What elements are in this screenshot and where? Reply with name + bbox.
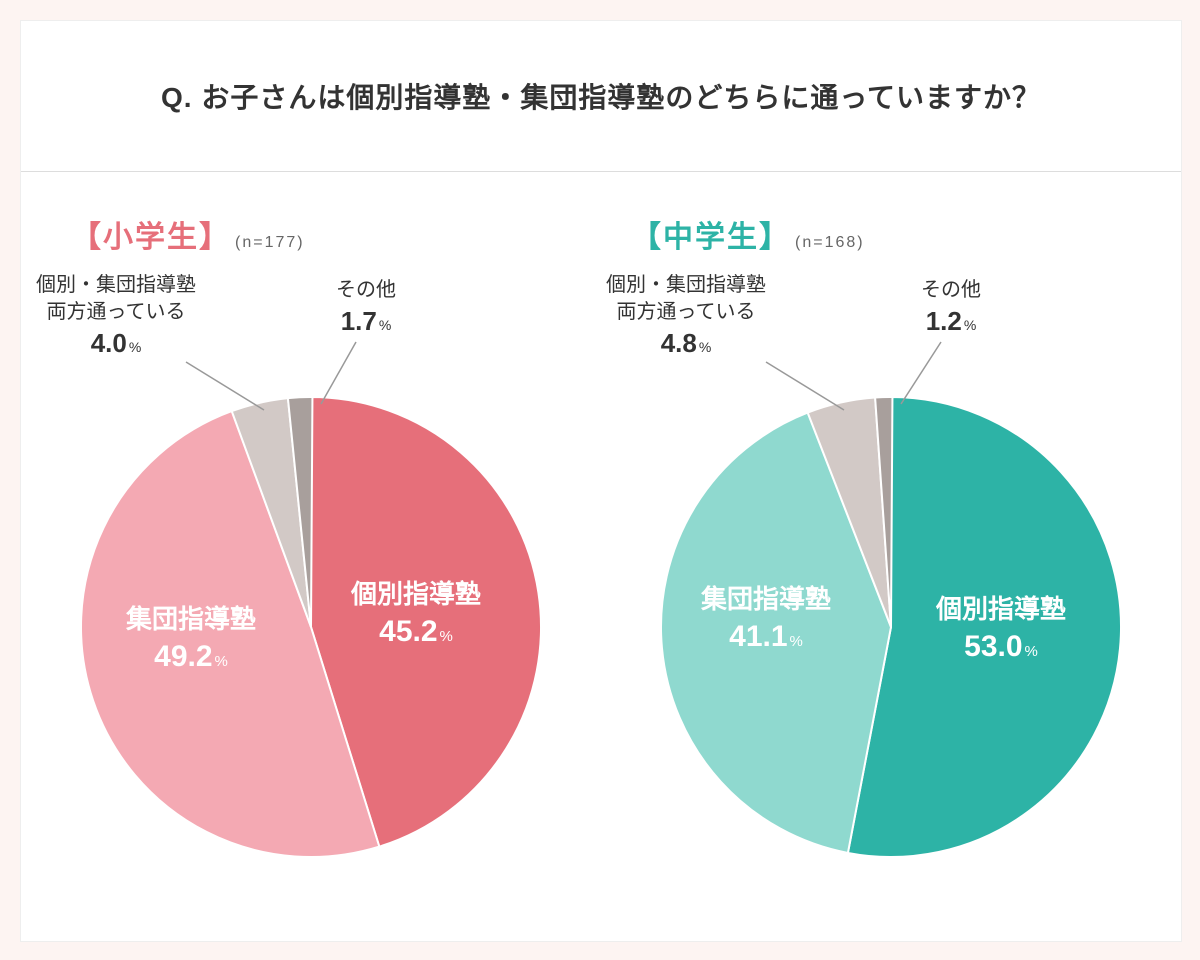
chart-block-elementary: 【小学生】(n=177)個別指導塾45.2%集団指導塾49.2%個別・集団指導塾…	[21, 172, 601, 942]
callout-label: その他1.2%	[921, 277, 981, 339]
callout-label: 個別・集団指導塾両方通っている4.8%	[606, 272, 766, 361]
leader-line	[186, 362, 264, 410]
chart-block-junior_high: 【中学生】(n=168)個別指導塾53.0%集団指導塾41.1%個別・集団指導塾…	[601, 172, 1181, 942]
card: Q. お子さんは個別指導塾・集団指導塾のどちらに通っていますか？ 【小学生】(n…	[20, 20, 1182, 942]
leader-line	[766, 362, 844, 410]
callout-label: その他1.7%	[336, 277, 396, 339]
leader-line	[321, 342, 356, 404]
charts-area: 【小学生】(n=177)個別指導塾45.2%集団指導塾49.2%個別・集団指導塾…	[21, 172, 1181, 942]
callout-label: 個別・集団指導塾両方通っている4.0%	[36, 272, 196, 361]
question-title: Q. お子さんは個別指導塾・集団指導塾のどちらに通っていますか？	[161, 76, 1041, 116]
leader-line	[901, 342, 941, 404]
title-wrap: Q. お子さんは個別指導塾・集団指導塾のどちらに通っていますか？	[21, 21, 1181, 172]
